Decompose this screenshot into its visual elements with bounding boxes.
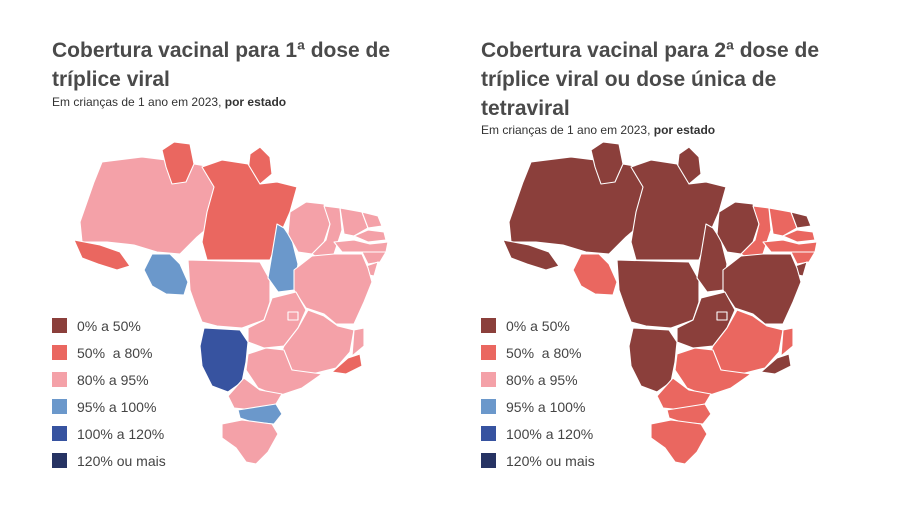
legend-swatch [52,318,67,333]
state-am [79,156,223,255]
legend-swatch [481,372,496,387]
legend-label: 0% a 50% [77,317,141,334]
state-sc [237,403,283,425]
legend-label: 50% a 80% [77,344,153,361]
legend-swatch [481,399,496,414]
legend-item: 0% a 50% [52,312,166,339]
state-ac [73,239,131,271]
state-rj [331,353,363,375]
state-pb [782,229,816,243]
legend-label: 80% a 95% [77,371,149,388]
legend-swatch [52,426,67,441]
legend-item: 95% a 100% [52,393,166,420]
subtitle-bold: por estado [653,123,716,137]
legend-item: 100% a 120% [481,420,595,447]
state-ac [502,239,560,271]
legend-item: 120% ou mais [52,447,166,474]
legend-item: 50% a 80% [52,339,166,366]
state-pe [762,239,818,253]
state-ce [339,207,369,237]
state-mt [187,259,271,329]
legend: 0% a 50% 50% a 80% 80% a 95% 95% a 100% 100%… [481,312,595,474]
state-pr [656,377,712,411]
state-ms [628,327,678,393]
legend-item: 0% a 50% [481,312,595,339]
state-ce [768,207,798,237]
state-sp [245,347,323,397]
state-al [361,251,387,265]
legend-label: 80% a 95% [506,371,578,388]
legend-label: 100% a 120% [77,425,165,442]
state-ro [572,253,618,296]
state-es [780,327,794,357]
brazil-map [73,142,389,465]
state-rn [361,211,383,229]
state-df [716,311,728,321]
state-ms [199,327,249,393]
legend-swatch [52,453,67,468]
state-rj [760,353,792,375]
state-pb [353,229,387,243]
legend-label: 120% ou mais [506,452,595,469]
state-am [508,156,652,255]
legend-swatch [52,345,67,360]
legend-label: 100% a 120% [506,425,594,442]
state-pr [227,377,283,411]
chart-title: Cobertura vacinal para 1ª dose de trípli… [52,39,391,91]
legend-label: 120% ou mais [77,452,166,469]
state-ro [143,253,189,296]
legend-swatch [481,345,496,360]
state-ba [722,253,802,325]
brazil-map [502,142,818,465]
chart-subtitle: Em crianças de 1 ano em 2023, por estado [52,94,286,110]
legend: 0% a 50% 50% a 80% 80% a 95% 95% a 100% 100%… [52,312,166,474]
legend-item: 80% a 95% [481,366,595,393]
legend-label: 0% a 50% [506,317,570,334]
legend-label: 95% a 100% [506,398,586,415]
state-go [676,291,736,349]
subtitle-bold: por estado [224,95,287,109]
legend-swatch [481,318,496,333]
map-panel-second-dose: Cobertura vacinal para 2ª dose de trípli… [481,0,900,506]
legend-item: 50% a 80% [481,339,595,366]
state-sp [674,347,752,397]
legend-swatch [481,453,496,468]
state-df [287,311,299,321]
legend-label: 50% a 80% [506,344,582,361]
state-go [247,291,307,349]
subtitle-text: Em crianças de 1 ano em 2023, [52,95,225,109]
state-es [351,327,365,357]
legend-swatch [52,372,67,387]
state-pe [333,239,389,253]
legend-swatch [481,426,496,441]
state-rs [221,419,279,465]
legend-item: 80% a 95% [52,366,166,393]
state-rr [590,142,624,185]
state-sc [666,403,712,425]
legend-item: 100% a 120% [52,420,166,447]
chart-subtitle: Em crianças de 1 ano em 2023, por estado [481,122,715,138]
state-rn [790,211,812,229]
state-mt [616,259,700,329]
legend-label: 95% a 100% [77,398,157,415]
legend-item: 120% ou mais [481,447,595,474]
chart-title: Cobertura vacinal para 2ª dose de trípli… [481,39,820,120]
state-rr [161,142,195,185]
state-rs [650,419,708,465]
map-panel-first-dose: Cobertura vacinal para 1ª dose de trípli… [52,0,482,506]
legend-swatch [52,399,67,414]
state-ba [293,253,373,325]
legend-item: 95% a 100% [481,393,595,420]
state-al [790,251,816,265]
subtitle-text: Em crianças de 1 ano em 2023, [481,123,654,137]
